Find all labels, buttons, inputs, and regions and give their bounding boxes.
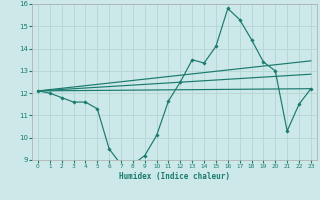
X-axis label: Humidex (Indice chaleur): Humidex (Indice chaleur) bbox=[119, 172, 230, 181]
